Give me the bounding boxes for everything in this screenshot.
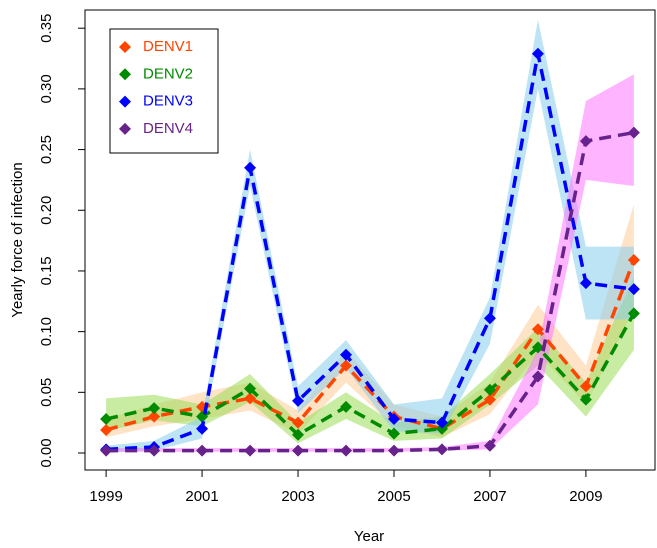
data-point [627, 307, 640, 320]
data-point [196, 422, 209, 435]
series-line [105, 312, 636, 437]
y-tick-label: 0.30 [38, 74, 55, 103]
y-tick-label: 0.25 [38, 135, 55, 164]
data-point [340, 444, 353, 457]
series-line [106, 53, 635, 452]
data-point [292, 416, 305, 429]
y-tick-label: 0.20 [38, 196, 55, 225]
data-point [387, 444, 400, 457]
data-point [627, 254, 640, 267]
legend-label: DENV4 [143, 120, 193, 137]
data-point [579, 393, 592, 406]
data-point [292, 428, 305, 441]
data-point [579, 135, 592, 148]
data-point [627, 126, 640, 139]
legend-marker [119, 95, 131, 108]
x-tick-label: 2009 [569, 488, 602, 505]
y-tick-label: 0.05 [38, 378, 55, 407]
legend-marker [119, 68, 131, 81]
data-point [435, 416, 448, 429]
legend-label: DENV1 [143, 38, 193, 55]
y-axis-title: Yearly force of infection [9, 162, 26, 317]
data-point [435, 443, 448, 456]
y-tick-label: 0.00 [38, 438, 55, 467]
x-tick-label: 2005 [377, 488, 410, 505]
data-point [292, 444, 305, 457]
legend-label: DENV2 [143, 65, 193, 82]
y-tick-label: 0.10 [38, 317, 55, 346]
series-line [106, 130, 635, 453]
data-point [579, 277, 592, 290]
legend-marker [119, 41, 131, 53]
data-point [244, 382, 257, 395]
data-point [483, 439, 496, 452]
data-point [148, 444, 161, 457]
data-point [483, 393, 496, 406]
data-point [579, 380, 592, 393]
x-tick-label: 1999 [89, 488, 122, 505]
legend-marker [119, 122, 131, 135]
y-tick-label: 0.35 [38, 14, 55, 43]
data-point [483, 383, 496, 396]
data-point [340, 348, 353, 361]
x-tick-label: 2003 [281, 488, 314, 505]
data-point [196, 444, 209, 457]
data-point [244, 392, 257, 405]
x-tick-label: 2007 [473, 488, 506, 505]
data-point [435, 422, 448, 435]
legend: DENV1 DENV2 DENV3 DENV4 [109, 28, 219, 154]
data-point [387, 427, 400, 440]
data-point [292, 394, 305, 407]
y-tick-label: 0.15 [38, 256, 55, 285]
data-point [340, 359, 353, 372]
legend-label: DENV3 [143, 93, 193, 110]
data-point [244, 161, 257, 174]
series-line [105, 259, 636, 432]
data-point [340, 400, 353, 413]
data-point [531, 323, 544, 336]
data-point [148, 410, 161, 423]
data-point [100, 413, 113, 426]
data-point [244, 444, 257, 457]
x-axis-title: Year [354, 528, 384, 545]
data-point [100, 444, 113, 457]
data-point [387, 413, 400, 426]
plot-frame [84, 9, 656, 471]
data-point [531, 370, 544, 383]
data-point [483, 312, 496, 325]
x-tick-label: 2001 [185, 488, 218, 505]
data-point [627, 283, 640, 296]
data-point [531, 47, 544, 60]
data-point [148, 402, 161, 415]
data-point [100, 423, 113, 436]
data-point [531, 341, 544, 354]
